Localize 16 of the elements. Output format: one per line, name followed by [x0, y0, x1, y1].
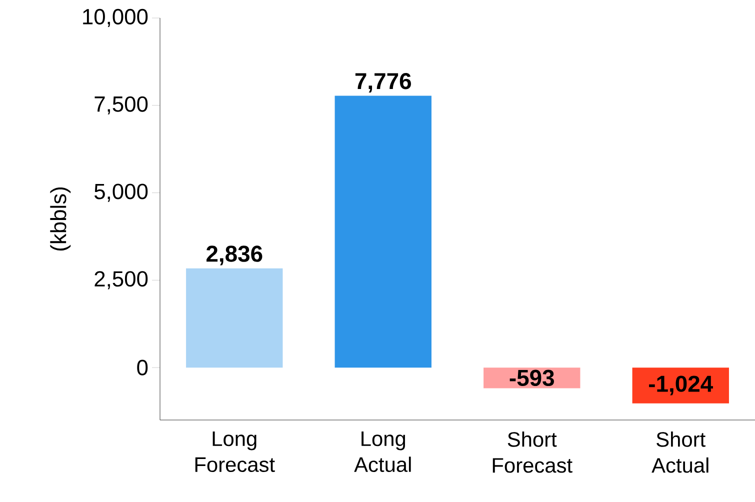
x-tick-label: Short Actual — [652, 432, 708, 473]
y-axis-title: (kbbls) — [50, 187, 71, 251]
y-tick-label: 7,500 — [94, 96, 148, 114]
x-tick-label: Long Actual — [354, 432, 411, 472]
y-tick-label: 0 — [137, 360, 148, 376]
y-tick-label: 2,500 — [94, 271, 148, 290]
bar — [186, 268, 283, 368]
data-label: -593 — [510, 370, 554, 386]
data-label: 7,776 — [355, 72, 411, 93]
x-tick-label: Long Forecast — [195, 432, 275, 472]
x-tick-label: Short Forecast — [492, 432, 572, 473]
y-tick-label: 10,000 — [83, 8, 148, 28]
bar — [334, 96, 432, 368]
y-tick-label: 5,000 — [94, 184, 148, 202]
data-label: 2,836 — [206, 246, 262, 266]
data-label: -1,024 — [649, 376, 713, 396]
